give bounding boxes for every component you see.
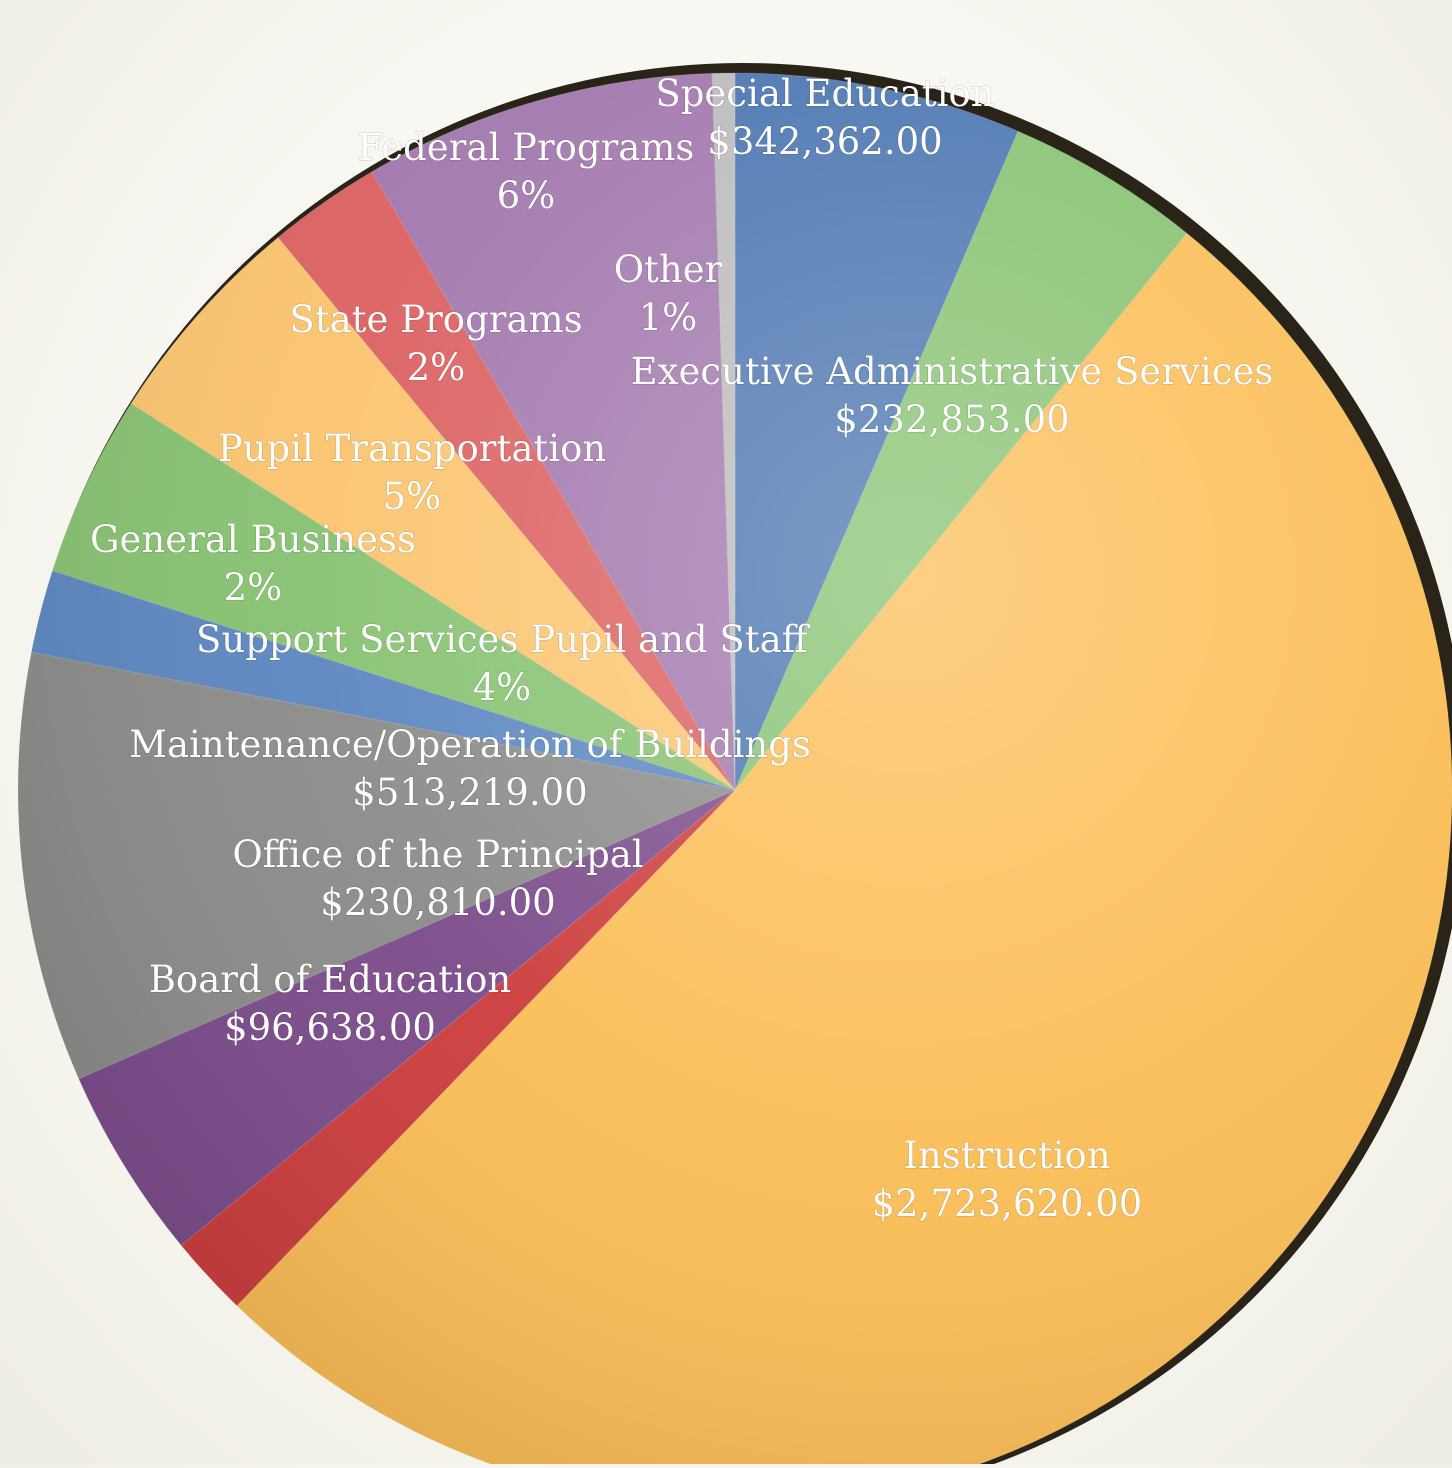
slice-name-label-board-of-education: Board of Education	[149, 958, 512, 1001]
slice-value-label-federal-programs: 6%	[497, 174, 556, 217]
slice-name-label-pupil-transportation: Pupil Transportation	[218, 427, 606, 470]
slice-value-label-executive-administrative-services: $232,853.00	[834, 398, 1069, 441]
slice-name-label-other: Other	[614, 248, 723, 291]
slice-value-label-state-programs: 2%	[407, 346, 466, 389]
slice-name-label-executive-administrative-services: Executive Administrative Services	[631, 350, 1274, 393]
slice-name-label-maintenance-operation-of-buildings: Maintenance/Operation of Buildings	[129, 723, 811, 766]
slice-value-label-general-business: 2%	[224, 566, 283, 609]
slice-name-label-instruction: Instruction	[903, 1134, 1110, 1177]
slice-value-label-instruction: $2,723,620.00	[872, 1182, 1143, 1225]
slice-name-label-support-services-pupil-and-staff: Support Services Pupil and Staff	[196, 618, 811, 661]
slice-value-label-board-of-education: $96,638.00	[224, 1006, 436, 1049]
slice-value-label-support-services-pupil-and-staff: 4%	[473, 666, 532, 709]
slice-value-label-pupil-transportation: 5%	[383, 475, 442, 518]
slice-value-label-office-of-the-principal: $230,810.00	[320, 881, 555, 924]
slice-value-label-maintenance-operation-of-buildings: $513,219.00	[352, 771, 587, 814]
slice-name-label-office-of-the-principal: Office of the Principal	[232, 833, 643, 876]
slice-name-label-general-business: General Business	[90, 518, 416, 561]
pie-slices	[17, 72, 1452, 1468]
slice-name-label-federal-programs: Federal Programs	[358, 126, 695, 169]
slice-value-label-other: 1%	[639, 296, 698, 339]
slice-value-label-special-education: $342,362.00	[707, 120, 942, 163]
slice-name-label-special-education: Special Education	[655, 72, 994, 115]
slice-name-label-state-programs: State Programs	[289, 298, 582, 341]
pie-labels: Special Education $342,362.00 Executive Ad…	[89, 72, 1274, 1226]
